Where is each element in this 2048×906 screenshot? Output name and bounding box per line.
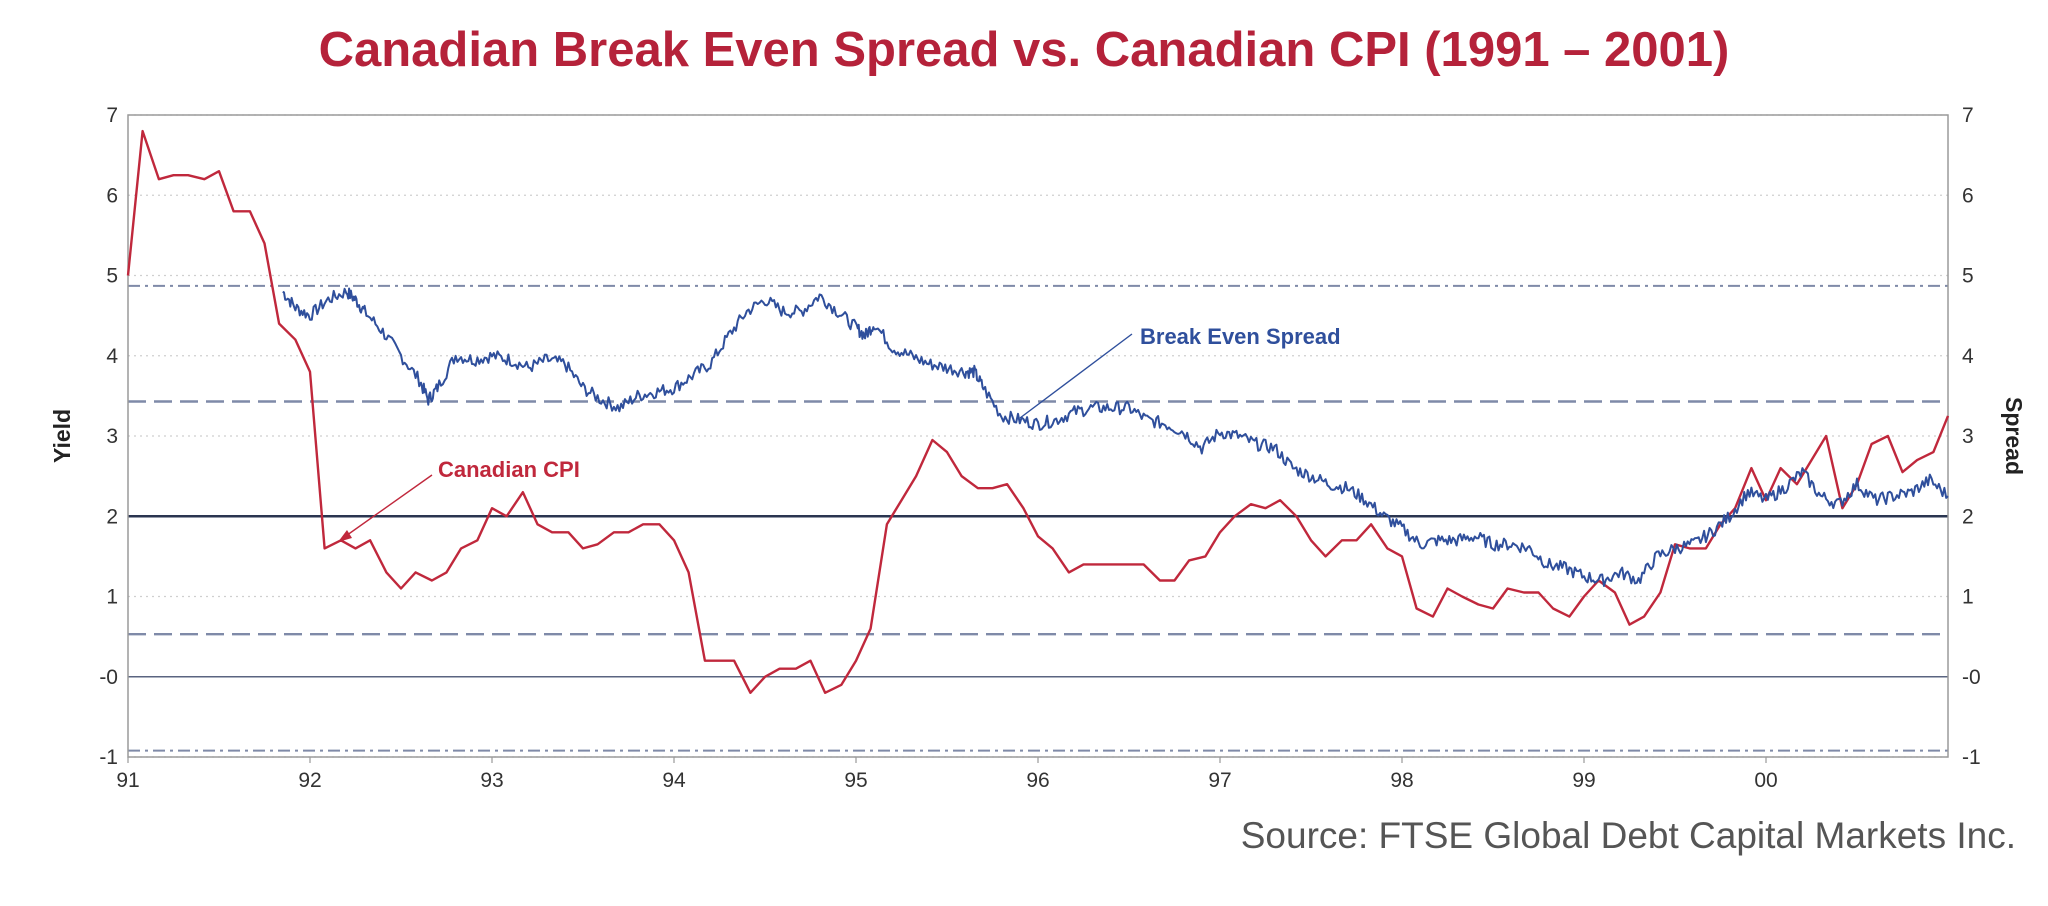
y-tick-label-left: 4 [106,345,118,368]
break-even-spread-leader-line [1019,333,1133,419]
y-axis-label-right: Spread [2001,397,2027,475]
y-tick-label-right: -1 [1962,746,1981,769]
gridlines [128,114,1948,758]
y-tick-label-right: -0 [1962,666,1981,689]
y-tick-label-left: -0 [99,666,118,689]
x-tick-label: 91 [116,769,139,792]
y-tick-label-right: 7 [1962,104,1974,127]
x-tick-label: 96 [1026,769,1049,792]
y-axis-label-left: Yield [49,409,75,463]
y-tick-label-right: 4 [1962,345,1974,368]
break-even-spread-annotation: Break Even Spread [1140,324,1341,349]
y-tick-label-right: 3 [1962,425,1974,448]
break-even-spread-line [282,287,1949,587]
source-note: Source: FTSE Global Debt Capital Markets… [1240,815,2016,856]
series-lines [126,129,1950,694]
y-tick-label-left: 1 [106,586,118,609]
canadian-cpi-leader-line [342,474,433,539]
chart-title: Canadian Break Even Spread vs. Canadian … [318,23,1730,77]
x-tick-label: 98 [1390,769,1413,792]
canadian-cpi-arrowhead [338,530,352,542]
axis-ticks: -1 -1 -0 -0 1 1 2 2 3 3 4 4 5 5 6 6 7 7 91 92 93 94 95 96 97 98 99… [99,104,1980,792]
annotations: Break Even Spread Canadian CPI [338,324,1341,542]
chart: -1 -1 -0 -0 1 1 2 2 3 3 4 4 5 5 6 6 7 7 91 92 93 94 95 96 97 98 99… [49,104,2027,792]
y-tick-label-left: 6 [106,184,118,207]
y-tick-label-left: 2 [106,505,118,528]
x-tick-label: 00 [1754,769,1777,792]
x-tick-label: 99 [1572,769,1595,792]
x-tick-label: 97 [1208,769,1231,792]
plot-frame [127,114,1949,758]
x-tick-label: 93 [480,769,503,792]
y-tick-label-left: 3 [106,425,118,448]
y-tick-label-left: -1 [99,746,118,769]
x-tick-label: 92 [298,769,321,792]
y-tick-label-right: 6 [1962,184,1974,207]
canadian-cpi-annotation: Canadian CPI [438,457,580,482]
x-tick-label: 94 [662,769,686,792]
y-tick-label-left: 7 [106,104,118,127]
canadian-cpi-line [126,129,1950,694]
y-tick-label-right: 5 [1962,265,1974,288]
y-tick-label-right: 2 [1962,505,1974,528]
y-tick-label-right: 1 [1962,586,1974,609]
y-tick-label-left: 5 [106,265,118,288]
x-tick-label: 95 [844,769,867,792]
